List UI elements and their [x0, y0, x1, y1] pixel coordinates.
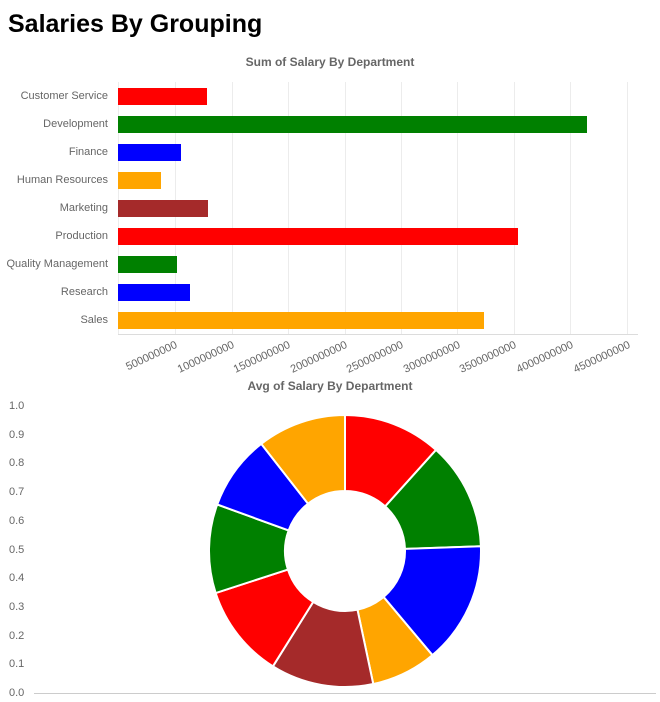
bar-track: [118, 283, 638, 301]
bar-track: [118, 199, 638, 217]
category-label: Marketing: [59, 202, 108, 214]
bar-x-axis-line: [118, 334, 638, 335]
bar-research[interactable]: [118, 283, 191, 301]
x-tick-label: 3000000000: [401, 339, 463, 376]
bar-row: Development: [6, 110, 638, 138]
bar-development[interactable]: [118, 115, 588, 133]
category-label: Finance: [68, 146, 108, 158]
y-tick-label: 0.6: [9, 514, 25, 527]
gridline: [344, 82, 346, 334]
bar-track: [118, 143, 638, 161]
bar-row: Human Resources: [6, 166, 638, 194]
donut-slice-sales[interactable]: [259, 413, 346, 506]
gridline: [513, 82, 515, 334]
x-tick-label: 1000000000: [175, 339, 237, 376]
donut-y-axis-labels: 1.0 0.9 0.8 0.7 0.6 0.5 0.4 0.3 0.2 0.1 0.0: [9, 400, 33, 699]
gridline: [288, 82, 290, 334]
gridline: [457, 82, 459, 334]
bar-row: Finance: [6, 138, 638, 166]
bar-production[interactable]: [118, 227, 519, 245]
y-tick-label: 0.3: [9, 600, 25, 613]
category-label: Development: [43, 118, 108, 130]
y-tick-label: 1.0: [9, 400, 25, 412]
bar-row: Customer Service: [6, 82, 638, 110]
bar-row: Quality Management: [6, 250, 638, 278]
bar-sales[interactable]: [118, 311, 485, 329]
bar-track: [118, 227, 638, 245]
bar-track: [118, 115, 638, 133]
bar-track: [118, 255, 638, 273]
category-label: Human Resources: [16, 174, 108, 186]
donut-chart-title: Avg of Salary By Department: [247, 379, 413, 393]
x-tick-label: 4500000000: [571, 339, 632, 376]
bar-rows: Customer Service Development Finance Human …: [6, 82, 638, 334]
donut-chart: 1.0 0.9 0.8 0.7 0.6 0.5 0.4 0.3 0.2 0.1 0.0: [6, 400, 656, 699]
y-tick-label: 0.1: [9, 658, 25, 671]
bar-track: [118, 311, 638, 329]
y-tick-label: 0.4: [9, 572, 25, 585]
bar-row: Production: [6, 222, 638, 250]
bar-human-resources[interactable]: [118, 171, 161, 189]
y-tick-label: 0.5: [9, 543, 25, 556]
bar-customer-service[interactable]: [118, 87, 208, 105]
x-tick-label: 2500000000: [345, 339, 406, 376]
category-label: Customer Service: [20, 90, 108, 102]
donut-chart-section: Avg of Salary By Department 1.0 0.9 0.8 0.7…: [0, 379, 660, 699]
bar-chart: Customer Service Development Finance Human …: [6, 82, 638, 334]
bar-row: Marketing: [6, 194, 638, 222]
bar-row: Sales: [6, 306, 638, 334]
bar-finance[interactable]: [118, 143, 182, 161]
category-label: Sales: [80, 314, 108, 326]
bar-track: [118, 171, 638, 189]
page-title: Salaries By Grouping: [8, 10, 263, 38]
bar-quality-management[interactable]: [118, 255, 177, 273]
gridline: [231, 82, 233, 334]
donut-svg: [208, 413, 482, 688]
y-tick-label: 0.7: [9, 486, 25, 499]
y-tick-label: 0.9: [9, 428, 25, 441]
bar-marketing[interactable]: [118, 199, 209, 217]
y-tick-label: 0.8: [9, 457, 25, 470]
gridline: [626, 82, 628, 334]
gridline: [570, 82, 572, 334]
donut-plot-area: [34, 406, 656, 694]
x-tick-label: 2000000000: [288, 339, 350, 376]
x-tick-label: 4000000000: [514, 339, 576, 376]
y-tick-label: 0.0: [9, 687, 25, 699]
x-tick-label: 1500000000: [232, 339, 293, 376]
gridline: [401, 82, 403, 334]
x-tick-label: 3500000000: [458, 339, 519, 376]
bar-row: Research: [6, 278, 638, 306]
category-label: Production: [55, 230, 108, 242]
bar-chart-title: Sum of Salary By Department: [245, 55, 415, 69]
bar-track: [118, 87, 638, 105]
bar-chart-section: Sum of Salary By Department Customer Ser…: [0, 55, 660, 379]
category-label: Research: [60, 286, 108, 298]
x-tick-label: 500000000: [124, 339, 180, 374]
y-tick-label: 0.2: [9, 629, 25, 642]
bar-x-axis-labels: 500000000 1000000000 1500000000 2000000000 2…: [118, 335, 638, 379]
category-label: Quality Management: [6, 258, 109, 270]
